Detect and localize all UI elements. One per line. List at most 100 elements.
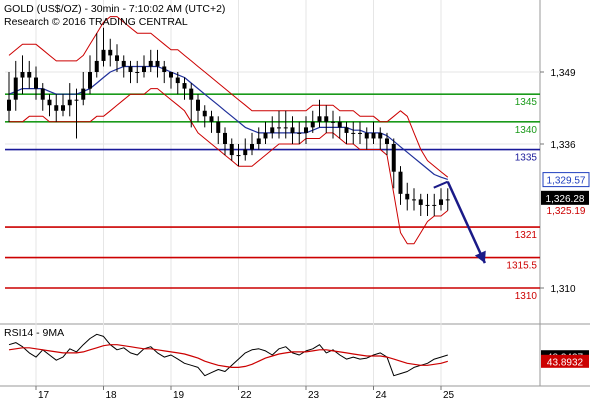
bollinger-lower	[9, 88, 449, 245]
level-label: 1310	[515, 291, 538, 302]
candle-body	[310, 121, 315, 128]
candle-body	[216, 121, 221, 133]
candle-body	[209, 116, 214, 122]
candle-body	[182, 83, 187, 89]
candle-body	[283, 127, 288, 129]
candle-body	[40, 88, 45, 100]
candle-body	[405, 193, 410, 200]
candle-body	[290, 127, 295, 133]
forecast-arrow-head	[474, 250, 486, 264]
price-tag-box	[541, 190, 589, 205]
candle-body	[13, 77, 18, 100]
candle-body	[34, 77, 38, 89]
candle-body	[20, 72, 25, 78]
candle-body	[67, 99, 72, 106]
candle-body	[371, 132, 376, 139]
candle-body	[81, 88, 86, 100]
gridlines	[5, 0, 540, 386]
candle-body	[27, 72, 32, 78]
candle-body	[385, 138, 389, 144]
candle-body	[236, 155, 241, 157]
level-label: 1321	[515, 230, 538, 241]
bollinger-upper	[8, 16, 449, 178]
candle-body	[61, 105, 65, 111]
candle-body	[202, 110, 207, 117]
candle-body	[337, 121, 342, 128]
price-tag-box	[542, 172, 590, 188]
candle-body	[148, 60, 153, 67]
level-label: 1335	[515, 153, 538, 164]
candle-body	[229, 144, 234, 156]
price-tick-label: 1,336	[550, 140, 575, 151]
candle-body	[304, 127, 308, 133]
candle-body	[351, 132, 356, 134]
candle-body	[364, 132, 369, 139]
forecast-arrow-lead	[433, 180, 449, 189]
price-tick-label: 1,349	[550, 68, 575, 79]
candle-body	[128, 66, 133, 72]
candle-body	[7, 99, 11, 111]
candle-body	[297, 132, 302, 134]
candle-body	[256, 138, 261, 144]
time-tick-label: 24	[376, 390, 388, 400]
forecast-arrow	[433, 180, 487, 264]
candle-body	[243, 149, 248, 156]
candle-body	[101, 49, 106, 61]
candle-body	[162, 66, 167, 72]
candle-body	[331, 121, 335, 123]
candle-body	[169, 72, 173, 78]
candle-body	[324, 116, 329, 122]
candle-body	[398, 171, 403, 194]
candle-body	[418, 199, 423, 205]
forecast-arrow-shaft	[446, 181, 487, 264]
level-label: 1345	[515, 97, 538, 108]
candle-body	[88, 72, 92, 89]
rsi-tag-label: 43.8932	[547, 357, 584, 368]
rsi-lines	[8, 333, 448, 377]
price-tick-label: 1,310	[550, 284, 575, 295]
candle-body	[223, 132, 227, 144]
candle-body	[391, 144, 396, 172]
time-tick-label: 25	[443, 390, 455, 400]
candle-body	[270, 127, 275, 133]
time-tick-label: 18	[106, 390, 118, 400]
price-tag-label: 1,325.19	[547, 206, 586, 217]
candle-body	[175, 77, 180, 84]
candle-body	[250, 144, 254, 150]
price-tag-label: 1,329.57	[547, 176, 586, 187]
rsi-series-9ma	[8, 344, 448, 368]
candle-body	[263, 132, 268, 139]
candle-body	[317, 116, 322, 122]
candle-body	[432, 204, 437, 206]
candle-body	[425, 204, 430, 206]
price-tags: 1,329.57 1,326.281,325.19	[541, 172, 590, 217]
candle-body	[196, 99, 200, 111]
chart-subtitle: Research © 2016 TRADING CENTRAL	[4, 16, 188, 28]
candle-body	[344, 127, 349, 133]
time-tick-label: 23	[308, 390, 320, 400]
candle-body	[94, 60, 99, 72]
level-label: 1315.5	[506, 261, 537, 272]
candle-body	[358, 132, 362, 134]
candle-body	[439, 199, 443, 205]
price-axis-ticks: 1,349 1,336 1,310	[540, 68, 576, 295]
rsi-title: RSI14 - 9MA	[4, 327, 64, 339]
candle-body	[142, 66, 146, 72]
candles	[7, 27, 450, 216]
candle-body	[378, 132, 383, 139]
rsi-series-rsi14	[8, 333, 448, 377]
bollinger-bands	[8, 16, 449, 245]
level-label: 1340	[515, 125, 538, 136]
rsi-tags: 48.343743.8932	[541, 350, 589, 368]
time-tick-label: 22	[241, 390, 253, 400]
rsi-tag-box	[541, 354, 589, 368]
time-tick-label: 19	[173, 390, 185, 400]
candle-body	[54, 105, 59, 111]
candle-body	[135, 72, 140, 73]
candle-body	[189, 88, 194, 100]
candle-body	[115, 55, 119, 61]
candle-body	[74, 99, 79, 101]
candle-body	[277, 127, 281, 129]
